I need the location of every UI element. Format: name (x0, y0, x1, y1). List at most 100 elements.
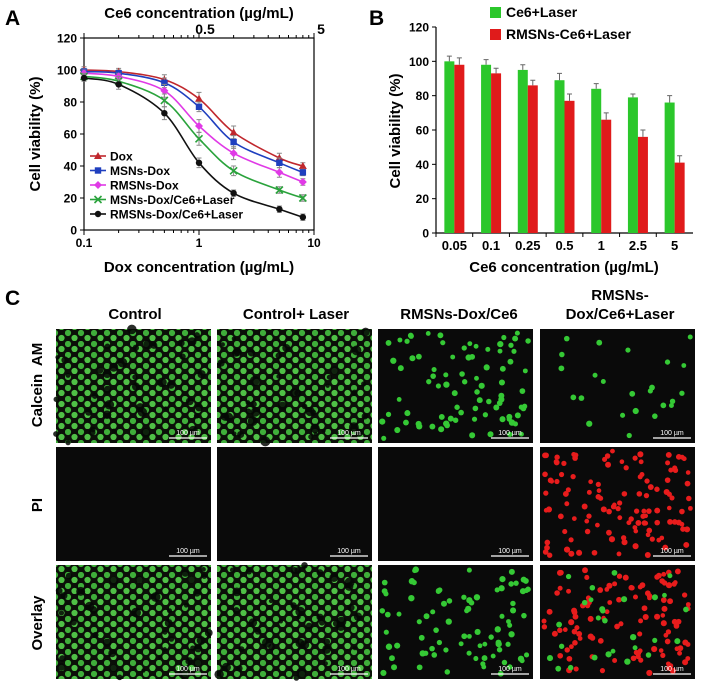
x-tick-label: 0.5 (555, 238, 573, 253)
cell (507, 664, 513, 670)
cell (636, 491, 643, 497)
point (194, 134, 204, 143)
gap (290, 567, 298, 574)
cell (629, 390, 636, 397)
gap (326, 374, 333, 380)
legend: Ce6+Laser RMSNs-Ce6+Laser (490, 4, 631, 42)
gap (247, 416, 258, 426)
column-header-control: Control (108, 306, 161, 323)
point (276, 159, 283, 166)
cell (501, 334, 507, 341)
cell (572, 613, 579, 620)
gap (232, 349, 240, 357)
gap (55, 355, 60, 360)
cell (597, 637, 604, 644)
cell (565, 573, 572, 580)
gap (193, 658, 202, 667)
cell (473, 656, 479, 662)
cell (508, 342, 514, 348)
cell (645, 532, 651, 538)
cell (587, 615, 594, 622)
cell (522, 403, 528, 409)
cell (557, 513, 564, 520)
bar-chart-ce6: Ce6 concentration (µg/mL) Cell viability… (387, 4, 693, 276)
cell (605, 461, 612, 468)
cell (561, 460, 567, 467)
gap (177, 339, 185, 347)
cell (481, 655, 488, 662)
gap (268, 598, 274, 604)
cell (599, 668, 606, 674)
point (230, 190, 237, 197)
cell (624, 658, 631, 665)
gap (163, 406, 168, 411)
top-tick-label: 0.5 (195, 21, 215, 37)
legend-swatch (490, 7, 501, 18)
cell (584, 574, 590, 580)
y-tick-label: 120 (57, 32, 77, 46)
cell (508, 631, 515, 638)
cell (586, 420, 593, 427)
gap (260, 436, 271, 447)
cell (662, 592, 667, 598)
column-header-control-laser: Control+ Laser (243, 306, 349, 323)
cell (660, 402, 667, 409)
cell (379, 608, 386, 614)
cell (408, 594, 415, 602)
cell (651, 594, 658, 601)
gap (250, 400, 257, 408)
gap (330, 366, 339, 375)
gap (351, 345, 362, 356)
bar-rmsns-ce6-laser (564, 100, 575, 233)
gap (188, 576, 195, 584)
error-bar (593, 83, 599, 89)
cell (412, 568, 418, 574)
scale-bar-label: 100 µm (498, 430, 522, 437)
cell (610, 648, 616, 654)
cell (567, 664, 574, 671)
gap (352, 646, 357, 651)
cell (385, 340, 392, 346)
cell (617, 500, 623, 506)
cell (443, 372, 449, 378)
gap (324, 638, 331, 645)
gap (245, 568, 253, 575)
gap (231, 431, 237, 437)
cell (497, 348, 503, 354)
cell (661, 605, 668, 612)
gap (238, 646, 245, 653)
cell (570, 473, 576, 480)
cell (604, 453, 611, 459)
cell (461, 594, 467, 600)
cell (589, 635, 596, 641)
gap (361, 381, 367, 387)
cell (495, 640, 502, 648)
x-tick-label: 5 (671, 238, 678, 253)
micrograph-2-2: 100 µm (378, 565, 533, 679)
cell (596, 339, 603, 346)
cell (426, 379, 432, 385)
micrograph-1-0: 100 µm (56, 447, 211, 561)
cell (602, 617, 608, 624)
cell (591, 654, 598, 661)
micrograph-background (540, 565, 695, 679)
series-rmsns-dox-ce6-laser (80, 74, 307, 221)
cell (619, 459, 625, 465)
cell (570, 394, 577, 401)
gap (90, 426, 96, 433)
bar-ce6-laser (517, 69, 528, 234)
x-tick-label: 0.1 (482, 238, 500, 253)
cell (576, 630, 583, 637)
gap (188, 425, 198, 436)
error-bar (667, 95, 673, 103)
cell (633, 528, 639, 534)
cell (435, 383, 442, 389)
cell (588, 597, 594, 603)
gap (329, 573, 339, 582)
cell (391, 664, 398, 671)
cell (564, 501, 570, 507)
cell (508, 568, 515, 575)
cell (661, 571, 667, 577)
point (94, 167, 102, 174)
cell (498, 379, 505, 386)
